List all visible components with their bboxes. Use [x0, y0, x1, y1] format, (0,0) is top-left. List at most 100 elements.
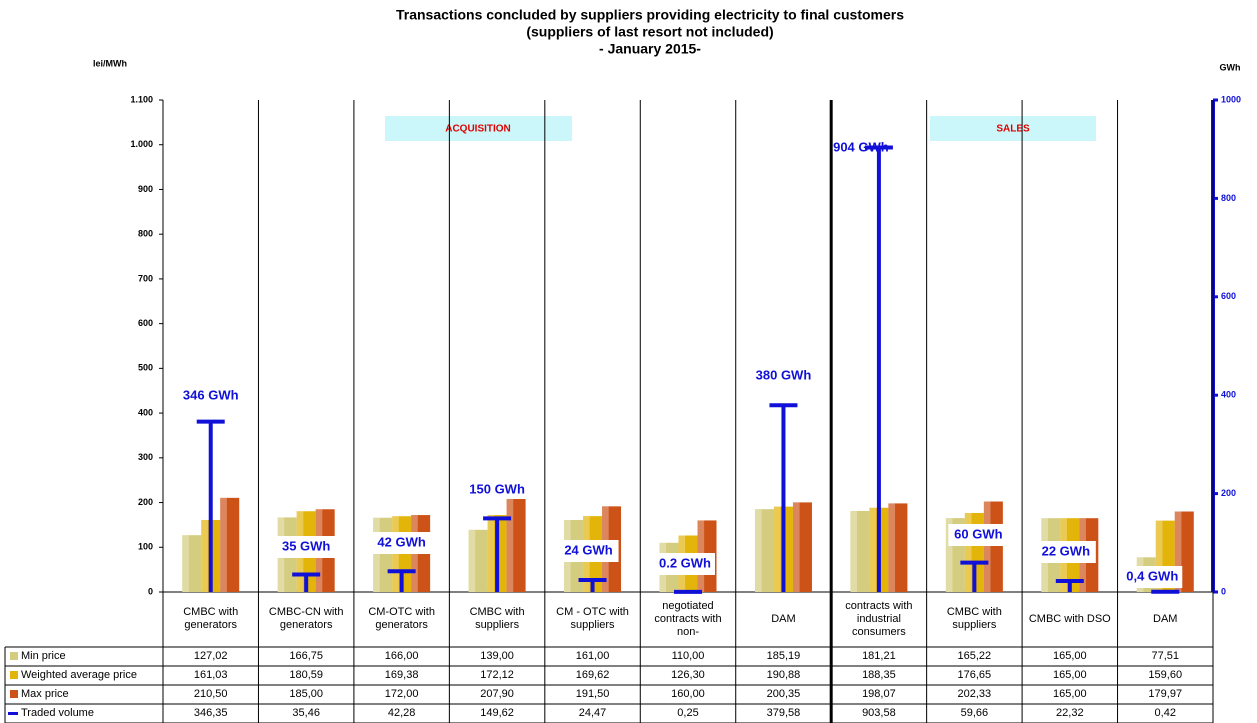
table-value: 161,00 [575, 650, 610, 662]
bar-shade [754, 509, 762, 592]
section-label: SALES [996, 124, 1030, 135]
category-label: CM - OTC with suppliers [556, 606, 629, 631]
volume-annotation: 35 GWh [282, 538, 330, 553]
annotation-box [1035, 541, 1096, 563]
category-label: negotiated contracts with non- [654, 599, 722, 638]
table-value: 22,32 [1056, 707, 1084, 719]
table-value: 210,50 [193, 688, 228, 700]
table-value: 160,00 [671, 688, 705, 700]
table-value: 139,00 [480, 650, 514, 662]
bar-shade [182, 535, 189, 592]
table-value: 181,21 [862, 650, 896, 662]
category-label: DAM [1153, 612, 1178, 625]
table-value: 202,33 [957, 688, 992, 700]
table-value: 77,51 [1151, 650, 1180, 662]
category-label: CMBC with generators [183, 606, 239, 631]
bar [888, 503, 908, 592]
table-value: 127,02 [193, 650, 228, 662]
table-value: 169,38 [384, 669, 419, 681]
volume-annotation: 60 GWh [954, 526, 1002, 541]
table-value: 191,50 [575, 688, 610, 700]
table-value: 179,97 [1148, 688, 1183, 700]
table-value: 165,00 [1052, 669, 1087, 681]
y2-tick-label: 400 [1221, 390, 1236, 400]
table-value: 110,00 [671, 650, 705, 662]
table-value: 169,62 [575, 669, 610, 681]
volume-annotation: 346 GWh [183, 387, 239, 402]
legend-swatch [10, 671, 18, 679]
table-value: 185,00 [289, 688, 323, 700]
bar-shade [773, 506, 781, 592]
table-value: 35,46 [292, 707, 320, 719]
volume-annotation: 150 GWh [469, 481, 525, 496]
bar-shade [220, 497, 227, 592]
y-tick-label: 800 [138, 229, 153, 239]
table-value: 149,62 [480, 707, 514, 719]
y-tick-label: 500 [138, 363, 153, 373]
y2-tick-label: 600 [1221, 291, 1236, 301]
legend-swatch [10, 690, 18, 698]
bar-shade [468, 529, 476, 592]
table-value: 165,00 [1052, 650, 1087, 662]
y-tick-label: 1.100 [130, 94, 153, 104]
y-tick-label: 1.000 [130, 139, 153, 149]
bar-shade [373, 517, 380, 592]
y2-tick-label: 200 [1221, 488, 1236, 498]
y-tick-label: 200 [138, 497, 153, 507]
volume-annotation: 42 GWh [377, 534, 425, 549]
table-value: 42,28 [387, 707, 416, 719]
annotation-box [558, 540, 619, 562]
y-axis-label: lei/MWh [93, 58, 127, 68]
table-value: 198,07 [862, 688, 896, 700]
y-tick-label: 700 [138, 273, 153, 283]
annotation-box [1122, 566, 1183, 588]
table-value: 903,58 [862, 707, 896, 719]
table-value: 379,58 [766, 707, 801, 719]
legend-entry: Min price [21, 650, 66, 662]
bar [754, 509, 774, 592]
table-value: 200,35 [766, 688, 801, 700]
volume-annotation: 0,4 GWh [1126, 568, 1178, 583]
table-value: 190,88 [766, 669, 801, 681]
annotation-box [948, 524, 1009, 546]
bar-shade [964, 512, 972, 592]
y2-tick-label: 800 [1221, 193, 1236, 203]
y-tick-label: 0 [148, 586, 153, 596]
bar-shade [392, 516, 399, 592]
bar-shade [983, 501, 991, 592]
table-value: 0,42 [1154, 707, 1176, 719]
y2-tick-label: 1000 [1221, 94, 1241, 104]
bar-shade [945, 518, 953, 592]
bar [220, 497, 240, 592]
table-value: 185,19 [766, 650, 801, 662]
table-value: 166,75 [289, 650, 323, 662]
bar-shade [1174, 511, 1182, 592]
bar-shade [792, 502, 800, 592]
volume-annotation: 904 GWh [833, 139, 889, 154]
y2-tick-label: 0 [1221, 586, 1226, 596]
table-value: 0,25 [677, 707, 699, 719]
y-tick-label: 400 [138, 407, 153, 417]
annotation-box [371, 532, 432, 554]
category-label: DAM [771, 612, 796, 625]
table-value: 207,90 [480, 688, 514, 700]
legend-swatch [10, 652, 18, 660]
annotation-box [655, 553, 715, 575]
chart-period: - January 2015- [599, 41, 701, 57]
chart-title: Transactions concluded by suppliers prov… [396, 7, 904, 23]
category-label: CMBC with suppliers [469, 606, 525, 631]
chart-subtitle: (suppliers of last resort not included) [526, 24, 773, 40]
table-value: 346,35 [193, 707, 228, 719]
bar-shade [869, 507, 877, 592]
y2-axis-label: GWh [1220, 62, 1241, 72]
table-value: 165,00 [1052, 688, 1087, 700]
table-value: 180,59 [289, 669, 323, 681]
y-tick-label: 900 [138, 184, 153, 194]
table-value: 161,03 [193, 669, 228, 681]
table-value: 165,22 [957, 650, 992, 662]
table-value: 24,47 [578, 707, 607, 719]
bar-shade [201, 519, 208, 592]
volume-annotation: 22 GWh [1042, 543, 1090, 558]
bar [182, 535, 202, 592]
